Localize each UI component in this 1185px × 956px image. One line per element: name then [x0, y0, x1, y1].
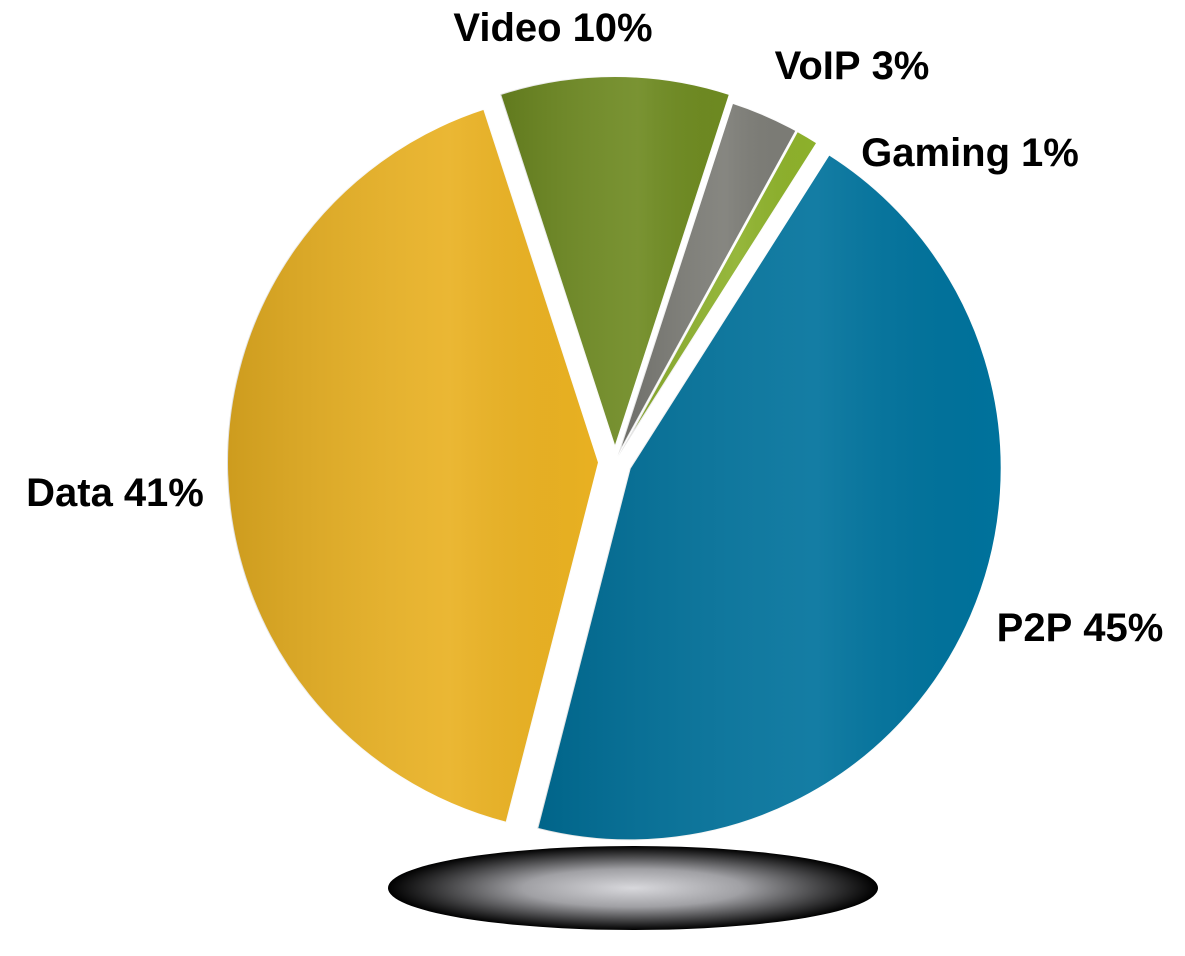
- slice-label-value: 41%: [124, 471, 204, 515]
- slice-label-value: 1%: [1021, 131, 1079, 175]
- pedestal: [388, 846, 878, 930]
- slice-shading: [500, 76, 730, 449]
- slice-label-value: 10%: [573, 6, 653, 50]
- slice-shading: [618, 130, 818, 457]
- slice-label-name: Video: [453, 6, 561, 50]
- slice-label: Data 41%: [26, 471, 204, 515]
- slice-label-name: Data: [26, 471, 113, 515]
- slice-label-name: VoIP: [775, 44, 861, 88]
- slice-label: P2P 45%: [997, 606, 1164, 650]
- slice-label-value: 3%: [872, 44, 930, 88]
- slice-label: Video 10%: [453, 6, 652, 50]
- slice-shading: [227, 108, 600, 823]
- slice-label-name: P2P: [997, 606, 1073, 650]
- slice-label-value: 45%: [1083, 606, 1163, 650]
- slice-shading: [617, 102, 797, 457]
- slice-label: VoIP 3%: [775, 44, 930, 88]
- slice-label-name: Gaming: [861, 131, 1010, 175]
- slice-shading: [537, 154, 1002, 841]
- slice-label: Gaming 1%: [861, 131, 1079, 175]
